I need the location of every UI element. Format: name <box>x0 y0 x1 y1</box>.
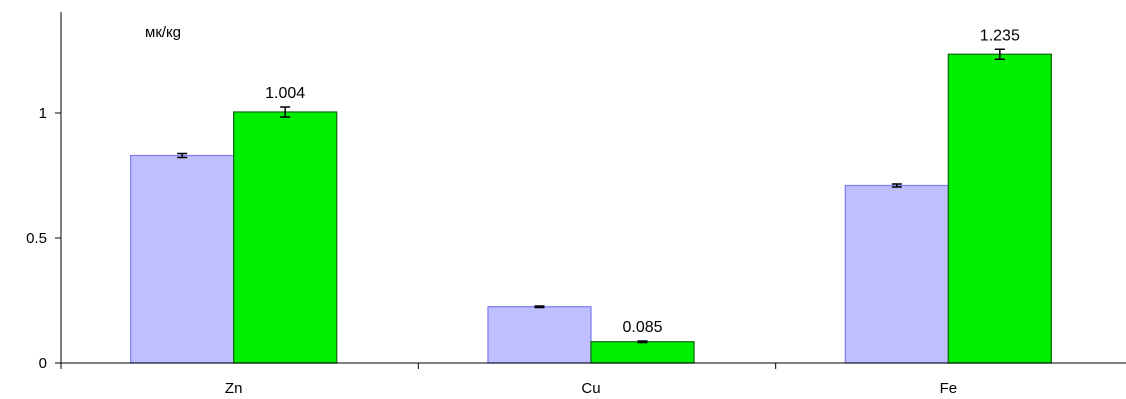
bar <box>590 341 695 364</box>
x-category-label: Cu <box>581 380 600 397</box>
bar <box>233 111 338 364</box>
plot-layer: 1.004 0.085 1.235 <box>130 27 1052 364</box>
bar <box>947 53 1052 364</box>
y-tick-label: 0.5 <box>26 230 47 247</box>
x-category-label: Fe <box>940 380 958 397</box>
bar <box>130 154 235 364</box>
y-axis-ticks: 00.51 <box>26 105 61 372</box>
bar <box>844 184 949 364</box>
data-label: 0.085 <box>622 319 662 336</box>
x-axis-categories: Zn Cu Fe <box>225 363 957 397</box>
unit-label: мк/кg <box>145 24 181 41</box>
x-category-label: Zn <box>225 380 243 397</box>
bar <box>487 306 592 364</box>
data-label: 1.004 <box>265 85 305 102</box>
y-tick-label: 1 <box>39 105 47 122</box>
data-label: 1.235 <box>980 27 1020 44</box>
y-tick-label: 0 <box>39 355 47 372</box>
